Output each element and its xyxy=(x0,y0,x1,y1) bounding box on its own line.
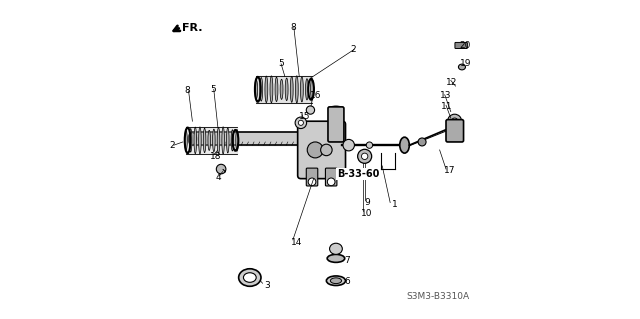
Ellipse shape xyxy=(458,64,465,70)
Ellipse shape xyxy=(222,127,225,154)
FancyBboxPatch shape xyxy=(298,121,346,179)
Ellipse shape xyxy=(217,127,220,153)
Ellipse shape xyxy=(255,80,258,99)
Ellipse shape xyxy=(418,138,426,146)
Ellipse shape xyxy=(212,129,215,152)
Ellipse shape xyxy=(285,78,288,100)
Ellipse shape xyxy=(227,128,229,153)
Text: 5: 5 xyxy=(210,85,216,94)
Ellipse shape xyxy=(236,130,238,151)
FancyBboxPatch shape xyxy=(446,120,463,142)
Ellipse shape xyxy=(330,243,342,255)
Ellipse shape xyxy=(188,132,196,145)
Ellipse shape xyxy=(204,128,206,152)
Text: 1: 1 xyxy=(392,200,397,209)
Circle shape xyxy=(447,114,461,128)
Text: 7: 7 xyxy=(344,256,350,265)
Circle shape xyxy=(307,106,315,114)
Circle shape xyxy=(343,139,355,151)
Circle shape xyxy=(362,153,368,160)
Circle shape xyxy=(308,178,316,186)
FancyBboxPatch shape xyxy=(307,168,318,186)
Ellipse shape xyxy=(194,127,196,154)
Ellipse shape xyxy=(189,129,192,152)
Ellipse shape xyxy=(291,76,293,102)
Ellipse shape xyxy=(243,273,256,282)
Text: 11: 11 xyxy=(440,102,452,111)
Text: 20: 20 xyxy=(460,41,471,50)
Text: 14: 14 xyxy=(291,238,302,247)
Ellipse shape xyxy=(300,77,303,102)
Text: 4: 4 xyxy=(216,173,221,182)
FancyBboxPatch shape xyxy=(325,168,337,186)
Ellipse shape xyxy=(231,130,234,151)
Text: 6: 6 xyxy=(344,277,350,286)
Circle shape xyxy=(451,118,458,124)
Circle shape xyxy=(295,117,307,129)
Circle shape xyxy=(327,178,335,186)
Text: 10: 10 xyxy=(361,209,372,218)
Circle shape xyxy=(216,164,226,174)
Ellipse shape xyxy=(198,127,201,154)
Ellipse shape xyxy=(239,269,261,286)
Text: 15: 15 xyxy=(300,112,311,121)
Text: 8: 8 xyxy=(291,23,296,32)
Text: 18: 18 xyxy=(210,152,221,161)
FancyBboxPatch shape xyxy=(328,107,344,142)
Ellipse shape xyxy=(208,130,211,151)
Ellipse shape xyxy=(265,76,268,103)
Text: 8: 8 xyxy=(184,86,190,95)
Ellipse shape xyxy=(310,78,314,100)
Ellipse shape xyxy=(400,137,410,153)
Ellipse shape xyxy=(305,79,308,100)
Text: B-33-60: B-33-60 xyxy=(337,169,380,179)
Ellipse shape xyxy=(270,76,273,103)
Circle shape xyxy=(366,142,372,148)
Ellipse shape xyxy=(260,78,262,101)
Text: S3M3-B3310A: S3M3-B3310A xyxy=(407,293,470,301)
Text: 17: 17 xyxy=(444,166,455,175)
Ellipse shape xyxy=(326,276,346,286)
Text: 3: 3 xyxy=(264,281,270,290)
Ellipse shape xyxy=(327,255,345,262)
Text: 5: 5 xyxy=(278,59,284,68)
Circle shape xyxy=(298,120,303,125)
Text: 13: 13 xyxy=(440,91,451,100)
Ellipse shape xyxy=(296,76,298,103)
Ellipse shape xyxy=(275,77,278,101)
Text: 12: 12 xyxy=(446,78,458,87)
Circle shape xyxy=(358,149,372,163)
Ellipse shape xyxy=(280,79,283,100)
Circle shape xyxy=(307,142,323,158)
Text: 19: 19 xyxy=(460,59,472,68)
Ellipse shape xyxy=(185,131,188,150)
Text: 2: 2 xyxy=(350,45,356,54)
Circle shape xyxy=(321,144,332,156)
Text: FR.: FR. xyxy=(182,23,203,33)
Ellipse shape xyxy=(330,278,342,284)
FancyBboxPatch shape xyxy=(455,42,467,48)
Ellipse shape xyxy=(330,106,342,111)
Text: 9: 9 xyxy=(364,198,370,207)
Text: 2: 2 xyxy=(170,141,175,150)
Text: 16: 16 xyxy=(310,91,322,100)
